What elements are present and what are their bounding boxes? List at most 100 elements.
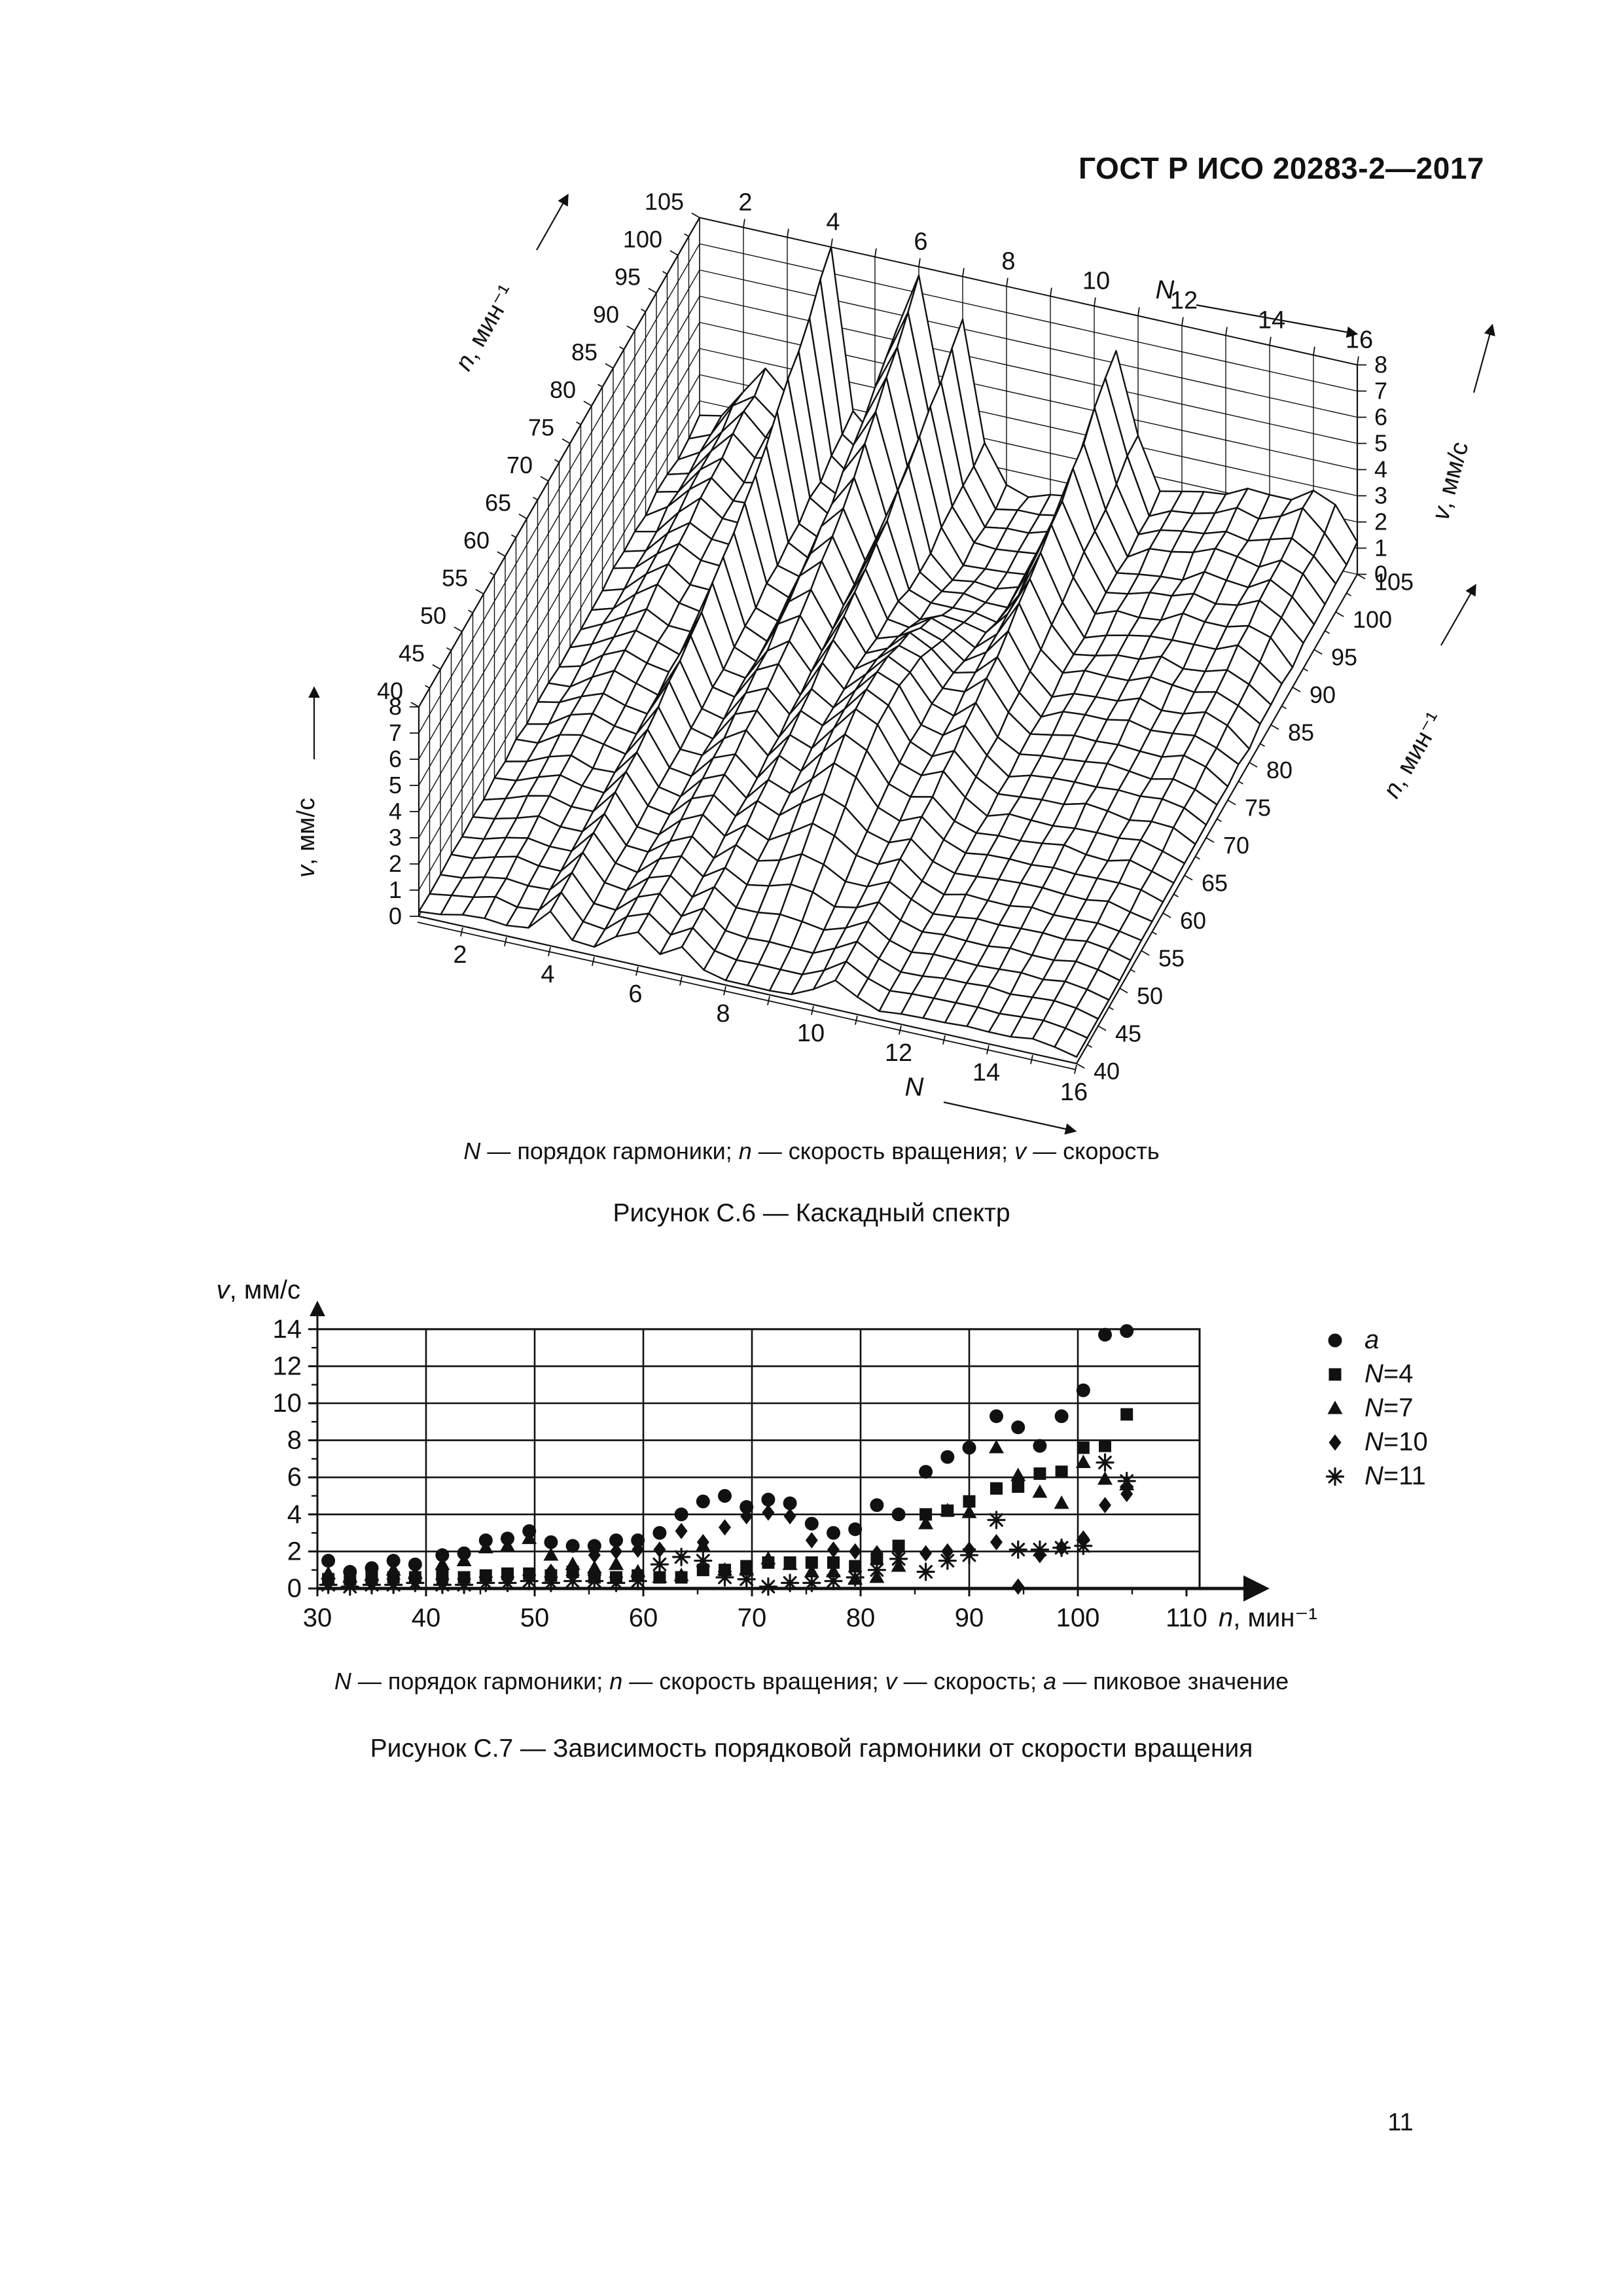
data-point-asterisk	[671, 1547, 691, 1566]
data-point-asterisk	[938, 1551, 957, 1570]
data-point-triangle	[961, 1504, 977, 1518]
n-axis-tick-label: 90	[1310, 681, 1336, 708]
v-axis-tick-label: 0	[1374, 561, 1387, 588]
legend-label: N=7	[1364, 1393, 1414, 1422]
data-point-square	[1120, 1408, 1133, 1421]
data-point-circle	[891, 1507, 906, 1522]
data-point-diamond	[1012, 1578, 1025, 1595]
data-point-square	[849, 1560, 862, 1573]
cascade-surface-mesh	[418, 246, 1359, 1058]
data-point-asterisk	[1008, 1540, 1027, 1559]
data-point-asterisk	[498, 1573, 517, 1592]
y-tick-label: 4	[287, 1500, 302, 1529]
data-point-triangle	[609, 1556, 624, 1570]
data-point-triangle	[407, 1566, 423, 1579]
n-axis-tick-label: 6	[628, 980, 642, 1008]
legend-marker-square	[1329, 1368, 1342, 1381]
data-point-circle	[761, 1492, 776, 1507]
v-axis-label: v, мм/с	[293, 798, 320, 878]
v-axis-tick-label: 2	[389, 850, 402, 877]
data-point-circle	[321, 1554, 336, 1568]
data-point-asterisk	[433, 1575, 452, 1594]
data-point-asterisk	[889, 1549, 908, 1568]
data-point-asterisk	[340, 1577, 359, 1596]
data-point-diamond	[566, 1560, 579, 1577]
n-axis-tick-label: 6	[914, 228, 927, 256]
data-point-asterisk	[758, 1577, 778, 1596]
data-point-square	[805, 1556, 818, 1569]
data-point-asterisk	[987, 1511, 1006, 1530]
y-tick-label: 8	[287, 1426, 302, 1455]
data-point-asterisk	[1096, 1453, 1115, 1472]
data-point-diamond	[675, 1522, 688, 1539]
data-point-circle	[587, 1539, 601, 1553]
data-point-diamond	[653, 1541, 666, 1558]
data-point-square	[1055, 1465, 1068, 1479]
data-point-diamond	[849, 1543, 862, 1560]
N-axis-label: N	[1156, 276, 1175, 304]
data-point-circle	[408, 1557, 422, 1571]
data-point-asterisk	[694, 1551, 713, 1570]
y-tick-label: 10	[273, 1389, 302, 1418]
x-tick-label: 40	[412, 1604, 441, 1632]
scatter-axes: 0 2 4 6 8 10 12 14 30 40 50 60 70 80 90 100 110 v, мм/с n,…	[217, 1276, 1317, 1632]
n-axis-tick-label: 95	[615, 264, 641, 291]
data-point-triangle	[321, 1566, 336, 1579]
data-point-asterisk	[867, 1560, 887, 1579]
data-point-square	[1012, 1480, 1025, 1493]
data-point-circle	[435, 1548, 450, 1562]
data-point-diamond	[610, 1543, 622, 1560]
figure-c7-caption: N — порядок гармоники; n — скорость вращ…	[334, 1668, 1289, 1695]
data-point-diamond	[919, 1545, 933, 1562]
data-point-circle	[652, 1526, 667, 1540]
data-point-asterisk	[1074, 1536, 1093, 1556]
y-tick-label: 14	[273, 1315, 302, 1344]
v-axis-tick-label: 1	[389, 876, 402, 903]
data-point-square	[919, 1508, 933, 1521]
y-tick-label: 6	[287, 1463, 302, 1492]
n-axis-tick-label: 60	[1180, 907, 1206, 934]
data-point-circle	[1098, 1327, 1112, 1342]
data-point-asterisk	[650, 1555, 669, 1574]
legend-label: N=11	[1364, 1462, 1426, 1490]
data-point-circle	[740, 1499, 754, 1514]
data-point-triangle	[739, 1562, 755, 1576]
data-point-asterisk	[802, 1573, 821, 1592]
data-point-diamond	[827, 1541, 840, 1558]
v-axis-tick-label: 7	[1374, 378, 1387, 404]
data-point-square	[1099, 1439, 1111, 1452]
data-point-triangle	[1054, 1495, 1069, 1509]
n-axis-tick-label: 85	[1288, 719, 1314, 746]
legend-label: N=10	[1364, 1427, 1428, 1456]
data-point-circle	[870, 1498, 884, 1513]
figure-c6-title: Рисунок С.6 — Каскадный спектр	[613, 1199, 1010, 1227]
n-axis-tick-label: 60	[463, 527, 490, 554]
data-point-square	[963, 1495, 976, 1508]
x-tick-label: 50	[520, 1604, 550, 1632]
data-point-circle	[696, 1494, 710, 1509]
data-point-asterisk	[585, 1571, 604, 1590]
legend-marker-circle	[1328, 1333, 1342, 1348]
n-axis-tick-label: 45	[1115, 1020, 1141, 1047]
data-point-circle	[386, 1554, 401, 1568]
n-axis-label: n, мин⁻¹	[450, 280, 521, 375]
data-point-diamond	[632, 1541, 645, 1558]
data-point-asterisk	[563, 1571, 582, 1590]
data-point-asterisk	[607, 1573, 626, 1592]
data-point-triangle	[522, 1530, 537, 1545]
page-header-title: ГОСТ Р ИСО 20283-2—2017	[1078, 151, 1484, 185]
data-point-circle	[783, 1496, 797, 1511]
legend-marker-diamond	[1329, 1434, 1342, 1451]
data-point-asterisk	[959, 1545, 979, 1565]
n-axis-tick-label: 100	[623, 226, 662, 253]
legend-marker-triangle	[1327, 1401, 1343, 1414]
x-tick-label: 30	[303, 1604, 332, 1632]
data-point-square	[1077, 1441, 1090, 1454]
n-axis-tick-label: 50	[1137, 982, 1163, 1009]
data-point-circle	[1033, 1439, 1047, 1453]
n-axis-tick-label: 70	[507, 452, 533, 478]
n-axis-tick-label: 2	[738, 189, 752, 217]
x-tick-label: 100	[1056, 1604, 1100, 1632]
data-point-square	[1033, 1467, 1046, 1480]
data-point-diamond	[783, 1508, 796, 1525]
